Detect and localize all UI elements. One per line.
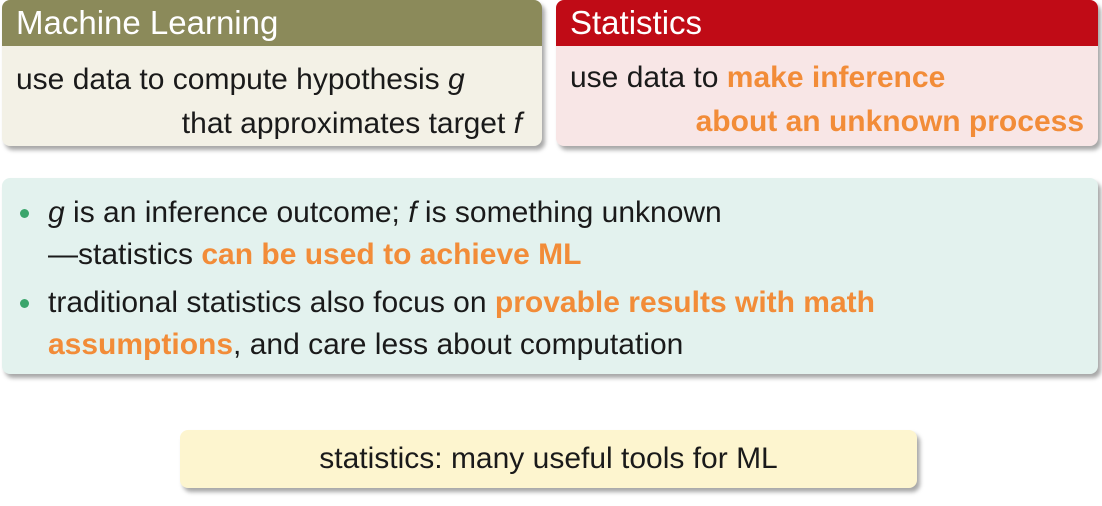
stat-highlight-1: make inference (726, 61, 946, 94)
bullet-item-1: g is an inference outcome; f is somethin… (20, 192, 1078, 276)
bullet-1-text-b: is something unknown (416, 196, 722, 229)
bullet-1-var-f: f (408, 196, 417, 229)
ml-line-2-text: that approximates target (181, 107, 514, 140)
statistics-title: Statistics (556, 0, 1098, 46)
bullet-1-var-g: g (48, 196, 65, 229)
bullet-block: g is an inference outcome; f is somethin… (2, 178, 1098, 374)
stat-line-1-text: use data to (570, 61, 727, 94)
bullet-icon (20, 209, 29, 218)
bullet-2-line-1: traditional statistics also focus on pro… (48, 282, 1078, 324)
stat-line-2: about an unknown process (570, 100, 1084, 144)
bullet-1-highlight: can be used to achieve ML (201, 238, 582, 271)
statistics-body: use data to make inference about an unkn… (556, 46, 1098, 144)
ml-var-g: g (447, 63, 465, 96)
bullet-2-highlight-b: assumptions (48, 328, 234, 361)
bullet-item-2: traditional statistics also focus on pro… (20, 282, 1078, 366)
machine-learning-body: use data to compute hypothesis g that ap… (2, 46, 542, 146)
summary-note: statistics: many useful tools for ML (180, 430, 917, 488)
bullet-1-line-2: —statistics can be used to achieve ML (48, 234, 1078, 276)
bullet-2-line-2: assumptions, and care less about computa… (48, 324, 1078, 366)
machine-learning-block: Machine Learning use data to compute hyp… (2, 0, 542, 146)
stat-line-1: use data to make inference (570, 56, 1084, 100)
machine-learning-title: Machine Learning (2, 0, 542, 46)
bullet-2-text-post: , and care less about computation (233, 328, 684, 361)
bullet-1-line-1: g is an inference outcome; f is somethin… (48, 192, 1078, 234)
ml-line-1-text: use data to compute hypothesis (16, 63, 448, 96)
bullet-1-line-2-text: —statistics (48, 238, 202, 271)
ml-line-2: that approximates target f (16, 102, 528, 146)
bullet-1-text-a: is an inference outcome; (64, 196, 409, 229)
ml-var-f: f (513, 107, 522, 140)
statistics-block: Statistics use data to make inference ab… (556, 0, 1098, 146)
bullet-2-text-pre: traditional statistics also focus on (48, 286, 495, 319)
stat-highlight-2: about an unknown process (695, 105, 1084, 138)
ml-line-1: use data to compute hypothesis g (16, 58, 528, 102)
bullet-icon (20, 299, 29, 308)
bullet-2-highlight-a: provable results with math (494, 286, 875, 319)
